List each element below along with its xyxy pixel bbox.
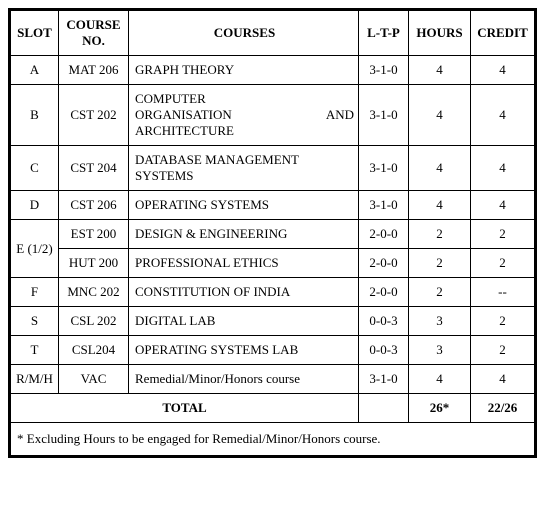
table-row: T CSL204 OPERATING SYSTEMS LAB 0-0-3 3 2 <box>11 336 535 365</box>
cell-ltp: 0-0-3 <box>359 307 409 336</box>
table-row: A MAT 206 GRAPH THEORY 3-1-0 4 4 <box>11 56 535 85</box>
cell-no: EST 200 <box>59 220 129 249</box>
cell-slot: B <box>11 85 59 146</box>
table-row: F MNC 202 CONSTITUTION OF INDIA 2-0-0 2 … <box>11 278 535 307</box>
cell-hours: 3 <box>409 307 471 336</box>
total-hours: 26* <box>409 394 471 423</box>
cell-name: CONSTITUTION OF INDIA <box>129 278 359 307</box>
cell-no: HUT 200 <box>59 249 129 278</box>
footnote-row: * Excluding Hours to be engaged for Reme… <box>11 423 535 456</box>
cell-hours: 4 <box>409 191 471 220</box>
cell-name-line1: COMPUTER <box>135 91 354 107</box>
cell-slot: T <box>11 336 59 365</box>
cell-no: CST 204 <box>59 146 129 191</box>
col-ltp: L-T-P <box>359 11 409 56</box>
cell-slot: F <box>11 278 59 307</box>
table-row: E (1/2) EST 200 DESIGN & ENGINEERING 2-0… <box>11 220 535 249</box>
cell-name: Remedial/Minor/Honors course <box>129 365 359 394</box>
cell-no: CSL 202 <box>59 307 129 336</box>
course-table-wrapper: SLOT COURSE NO. COURSES L-T-P HOURS CRED… <box>8 8 537 458</box>
cell-credit: 2 <box>471 336 535 365</box>
cell-name-line2: ORGANISATION AND <box>135 107 354 123</box>
cell-name: OPERATING SYSTEMS LAB <box>129 336 359 365</box>
total-row: TOTAL 26* 22/26 <box>11 394 535 423</box>
cell-name: DIGITAL LAB <box>129 307 359 336</box>
cell-credit: 2 <box>471 307 535 336</box>
cell-no: VAC <box>59 365 129 394</box>
cell-slot: R/M/H <box>11 365 59 394</box>
col-credit: CREDIT <box>471 11 535 56</box>
cell-credit: -- <box>471 278 535 307</box>
cell-name: GRAPH THEORY <box>129 56 359 85</box>
col-slot: SLOT <box>11 11 59 56</box>
cell-hours: 2 <box>409 249 471 278</box>
cell-no: MAT 206 <box>59 56 129 85</box>
cell-hours: 4 <box>409 56 471 85</box>
cell-ltp: 3-1-0 <box>359 85 409 146</box>
cell-ltp: 3-1-0 <box>359 365 409 394</box>
footnote-text: * Excluding Hours to be engaged for Reme… <box>11 423 535 456</box>
cell-name: COMPUTER ORGANISATION AND ARCHITECTURE <box>129 85 359 146</box>
cell-hours: 2 <box>409 278 471 307</box>
cell-hours: 4 <box>409 365 471 394</box>
col-course-no: COURSE NO. <box>59 11 129 56</box>
cell-hours: 2 <box>409 220 471 249</box>
cell-ltp: 3-1-0 <box>359 56 409 85</box>
table-row: C CST 204 DATABASE MANAGEMENT SYSTEMS 3-… <box>11 146 535 191</box>
cell-no: MNC 202 <box>59 278 129 307</box>
cell-name: PROFESSIONAL ETHICS <box>129 249 359 278</box>
cell-slot: C <box>11 146 59 191</box>
col-hours: HOURS <box>409 11 471 56</box>
cell-credit: 2 <box>471 220 535 249</box>
total-credit: 22/26 <box>471 394 535 423</box>
course-table: SLOT COURSE NO. COURSES L-T-P HOURS CRED… <box>10 10 535 456</box>
total-ltp <box>359 394 409 423</box>
table-row: D CST 206 OPERATING SYSTEMS 3-1-0 4 4 <box>11 191 535 220</box>
cell-credit: 2 <box>471 249 535 278</box>
cell-name: DESIGN & ENGINEERING <box>129 220 359 249</box>
cell-name-rest: ARCHITECTURE <box>135 123 354 139</box>
cell-ltp: 3-1-0 <box>359 191 409 220</box>
cell-slot: S <box>11 307 59 336</box>
cell-credit: 4 <box>471 56 535 85</box>
cell-no: CST 202 <box>59 85 129 146</box>
cell-credit: 4 <box>471 146 535 191</box>
cell-no: CST 206 <box>59 191 129 220</box>
cell-no: CSL204 <box>59 336 129 365</box>
cell-ltp: 2-0-0 <box>359 220 409 249</box>
cell-ltp: 0-0-3 <box>359 336 409 365</box>
table-row: R/M/H VAC Remedial/Minor/Honors course 3… <box>11 365 535 394</box>
cell-ltp: 2-0-0 <box>359 278 409 307</box>
table-row: S CSL 202 DIGITAL LAB 0-0-3 3 2 <box>11 307 535 336</box>
cell-credit: 4 <box>471 365 535 394</box>
cell-credit: 4 <box>471 191 535 220</box>
cell-slot: A <box>11 56 59 85</box>
cell-slot: D <box>11 191 59 220</box>
cell-ltp: 3-1-0 <box>359 146 409 191</box>
cell-hours: 4 <box>409 85 471 146</box>
cell-name: DATABASE MANAGEMENT SYSTEMS <box>129 146 359 191</box>
cell-name: OPERATING SYSTEMS <box>129 191 359 220</box>
table-row: HUT 200 PROFESSIONAL ETHICS 2-0-0 2 2 <box>11 249 535 278</box>
cell-credit: 4 <box>471 85 535 146</box>
table-header-row: SLOT COURSE NO. COURSES L-T-P HOURS CRED… <box>11 11 535 56</box>
cell-hours: 4 <box>409 146 471 191</box>
table-row: B CST 202 COMPUTER ORGANISATION AND ARCH… <box>11 85 535 146</box>
cell-hours: 3 <box>409 336 471 365</box>
col-courses: COURSES <box>129 11 359 56</box>
cell-ltp: 2-0-0 <box>359 249 409 278</box>
cell-slot: E (1/2) <box>11 220 59 278</box>
total-label: TOTAL <box>11 394 359 423</box>
